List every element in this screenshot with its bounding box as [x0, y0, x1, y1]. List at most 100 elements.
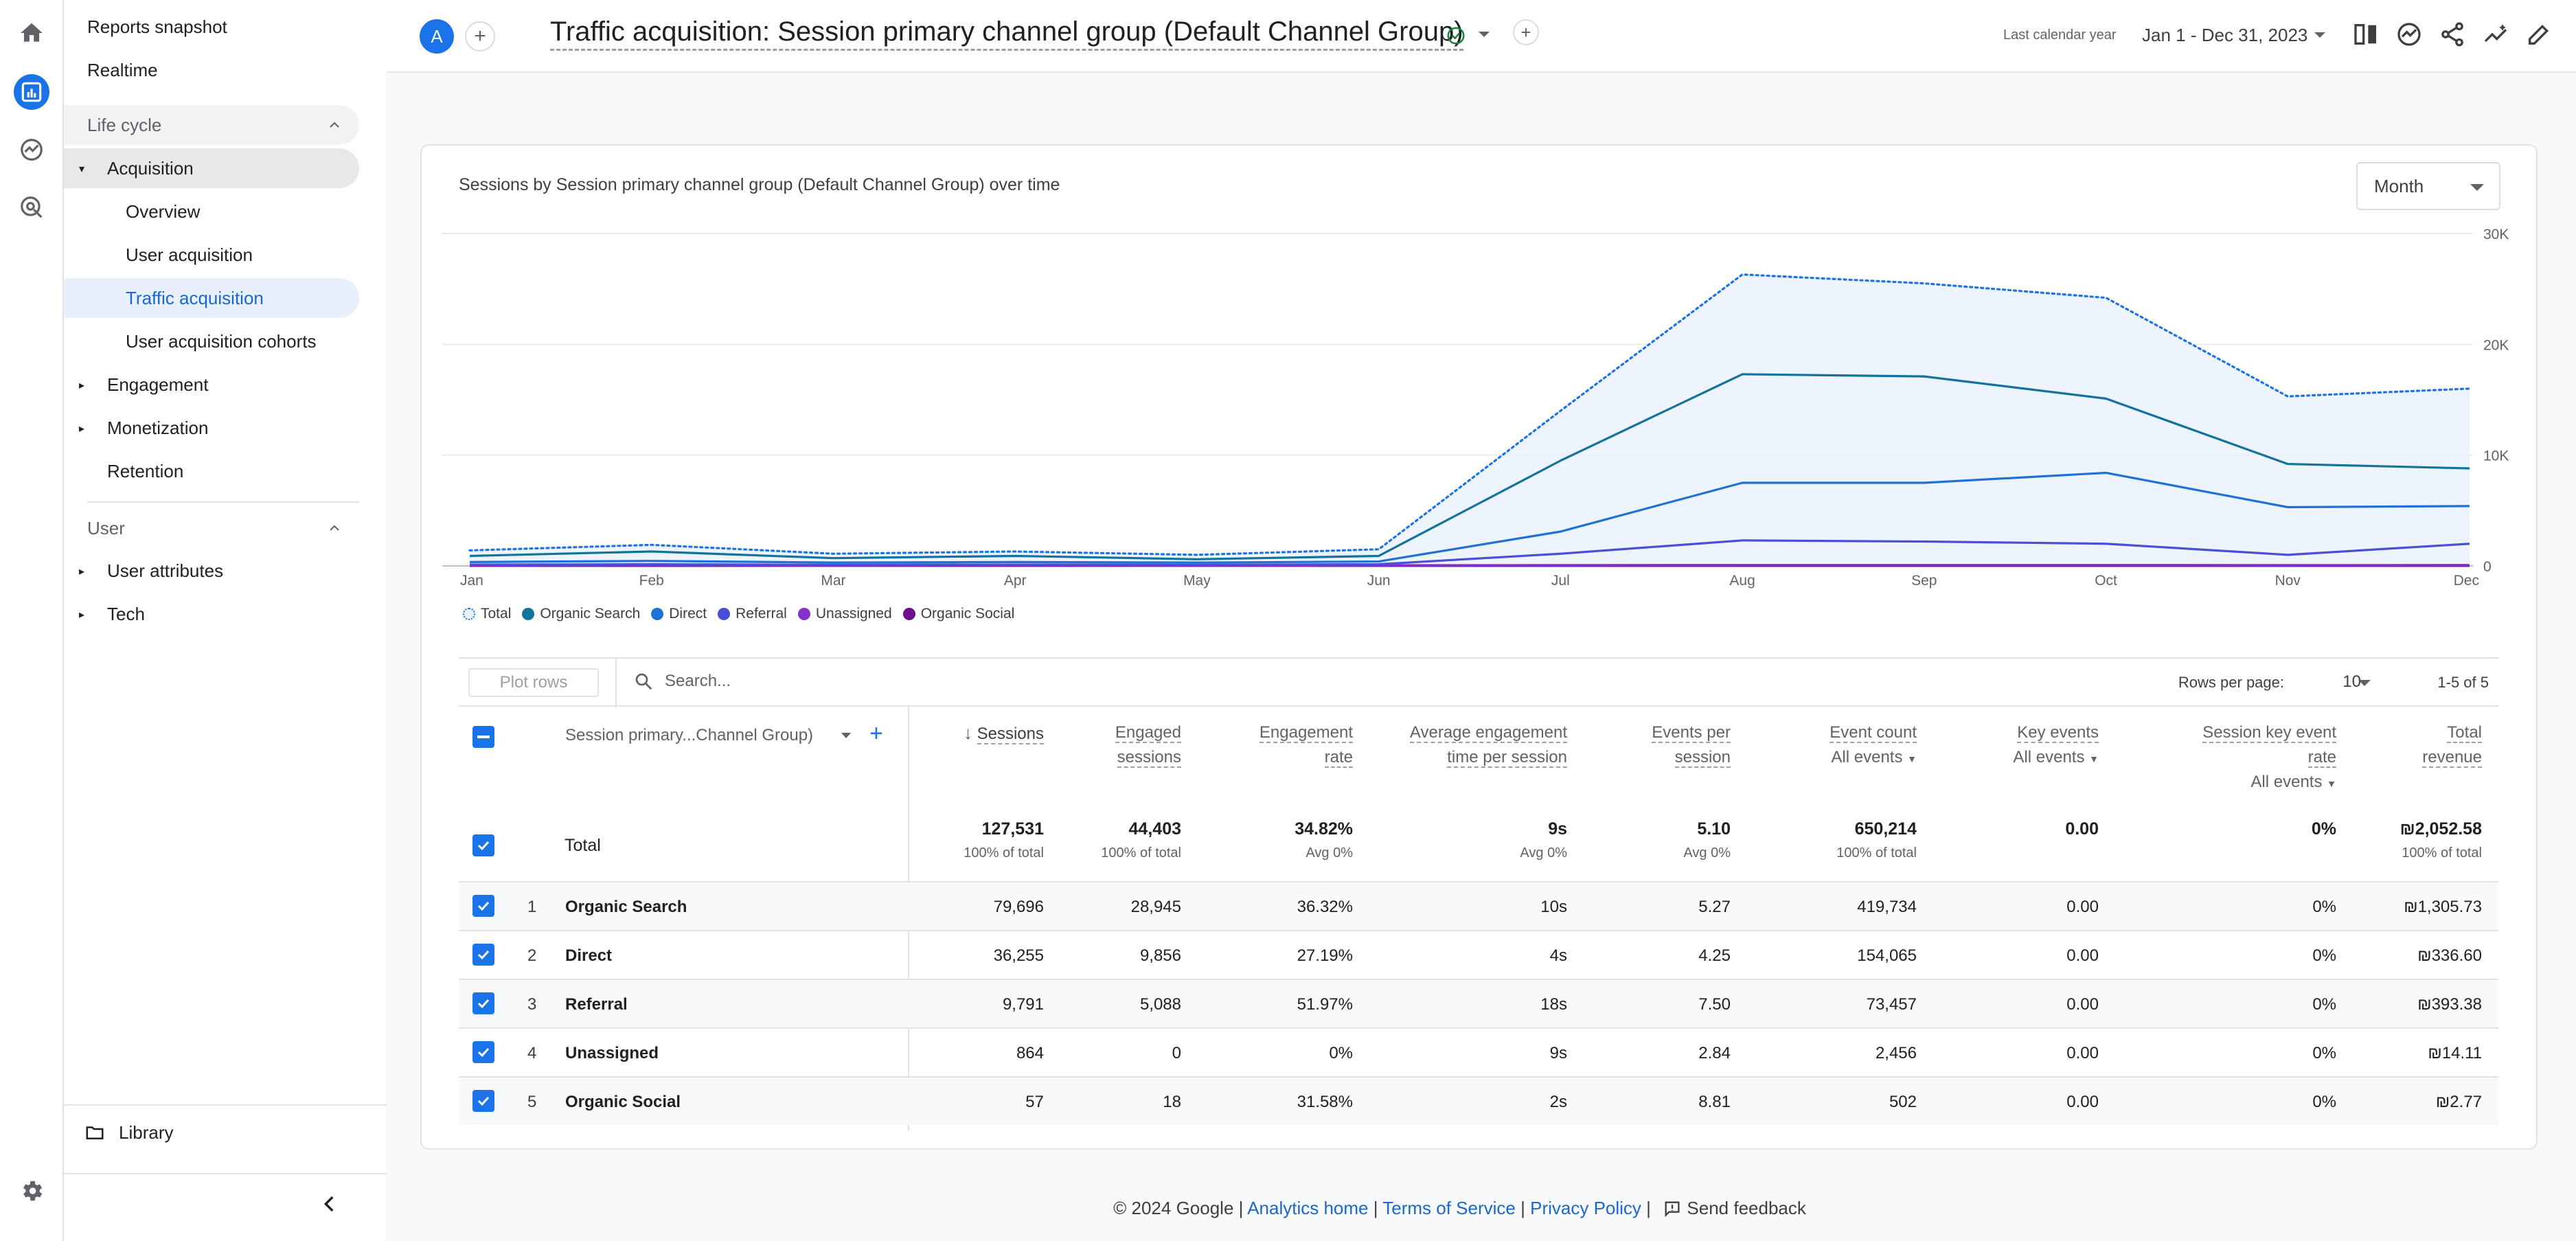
row-checkbox[interactable] — [472, 1090, 494, 1112]
collapse-sidebar-icon[interactable] — [318, 1192, 341, 1216]
cell-key-events: 0.00 — [2066, 995, 2099, 1014]
legend-item[interactable]: Organic Social — [902, 606, 1014, 622]
sidebar-item-tech[interactable]: ▸ Tech — [64, 594, 145, 634]
check-icon — [477, 1047, 490, 1058]
row-checkbox[interactable] — [472, 895, 494, 917]
sidebar-item-user-acquisition[interactable]: User acquisition — [126, 244, 253, 265]
section-user[interactable]: User — [64, 508, 359, 548]
search-input[interactable]: Search... — [665, 672, 731, 690]
explore-icon[interactable] — [14, 132, 49, 168]
dimension-header[interactable]: Session primary...Channel Group) — [565, 726, 814, 744]
legend-item[interactable]: Referral — [718, 606, 787, 622]
col-engaged-sessions[interactable]: Engaged sessions — [1115, 720, 1181, 770]
indeterminate-icon — [477, 736, 490, 738]
caret-down-icon[interactable] — [841, 733, 851, 738]
trend-sparkle-icon[interactable] — [2482, 21, 2509, 48]
granularity-select[interactable]: Month — [2356, 162, 2500, 210]
reports-icon[interactable] — [14, 74, 49, 110]
col-engagement-rate[interactable]: Engagement rate — [1259, 720, 1353, 770]
col-total-revenue[interactable]: Total revenue — [2422, 720, 2482, 770]
event-filter-select[interactable]: All events — [1831, 748, 1903, 766]
sidebar-item-reports-snapshot[interactable]: Reports snapshot — [87, 16, 227, 37]
add-card-button[interactable]: + — [1513, 19, 1539, 45]
date-range-label: Last calendar year — [2003, 27, 2117, 43]
add-dimension-button[interactable]: + — [869, 720, 883, 747]
sidebar-item-engagement[interactable]: ▸ Engagement — [64, 365, 208, 405]
avatar[interactable]: A — [420, 19, 454, 54]
sidebar-item-user-acquisition-cohorts[interactable]: User acquisition cohorts — [126, 330, 317, 352]
total-sub: Avg 0% — [1683, 845, 1731, 861]
event-filter-select[interactable]: All events — [2250, 773, 2323, 791]
footer-link-analytics-home[interactable]: Analytics home — [1247, 1198, 1369, 1218]
insights-icon[interactable] — [2395, 21, 2423, 48]
table-row[interactable]: 2 Direct 36,255 9,856 27.19% 4s 4.25 154,065 0.0… — [459, 930, 2498, 979]
cell-key-events: 0.00 — [2066, 898, 2099, 916]
table-search[interactable]: Search... — [633, 671, 731, 692]
section-lifecycle[interactable]: Life cycle — [64, 105, 359, 145]
sidebar-item-traffic-acquisition[interactable]: Traffic acquisition — [64, 278, 359, 318]
total-sub: 100% of total — [1836, 845, 1917, 861]
col-key-events[interactable]: Key events All events ▼ — [2013, 720, 2099, 771]
table-row[interactable]: 1 Organic Search 79,696 28,945 36.32% 10s 5.27… — [459, 881, 2498, 930]
col-label: rate — [1324, 748, 1353, 768]
x-tick-label: Dec — [2454, 573, 2479, 589]
row-checkbox[interactable] — [472, 1041, 494, 1063]
footer-link-privacy[interactable]: Privacy Policy — [1530, 1198, 1641, 1218]
row-checkbox[interactable] — [472, 944, 494, 966]
channel-name[interactable]: Organic Search — [565, 898, 687, 916]
channel-name[interactable]: Unassigned — [565, 1044, 659, 1062]
compare-icon[interactable] — [2352, 21, 2380, 48]
col-label: Session key event — [2202, 723, 2336, 743]
series-line-organic-search — [469, 373, 2470, 560]
channel-name[interactable]: Direct — [565, 946, 613, 965]
plot-rows-button[interactable]: Plot rows — [468, 668, 599, 697]
sidebar-item-user-attributes[interactable]: ▸ User attributes — [64, 551, 223, 591]
channel-name[interactable]: Organic Social — [565, 1093, 681, 1111]
sidebar-item-monetization[interactable]: ▸ Monetization — [64, 408, 208, 448]
nav-rail — [0, 0, 64, 1241]
col-avg-engagement-time[interactable]: Average engagement time per session — [1409, 720, 1567, 770]
y-tick-label: 20K — [2483, 337, 2509, 353]
table-row[interactable]: 4 Unassigned 864 0 0% 9s 2.84 2,456 0.00 0% ₪14.11 — [459, 1027, 2498, 1076]
legend-item[interactable]: Direct — [651, 606, 707, 622]
cell-events-per: 5.27 — [1698, 898, 1731, 916]
event-filter-select[interactable]: All events — [2013, 748, 2085, 766]
footer-link-terms[interactable]: Terms of Service — [1382, 1198, 1516, 1218]
add-comparison-button[interactable]: + — [465, 21, 495, 52]
section-user-label: User — [87, 517, 125, 538]
series-line-total — [468, 273, 2471, 556]
select-all-checkbox[interactable] — [472, 726, 494, 748]
col-event-count[interactable]: Event count All events ▼ — [1830, 720, 1917, 771]
advertising-icon[interactable] — [14, 190, 49, 225]
caret-down-icon[interactable] — [1479, 32, 1490, 37]
legend-item[interactable]: Organic Search — [522, 606, 640, 622]
date-range-picker[interactable]: Jan 1 - Dec 31, 2023 — [2142, 25, 2308, 45]
caret-down-icon[interactable] — [2314, 32, 2325, 38]
settings-icon[interactable] — [14, 1173, 49, 1209]
col-events-per-session[interactable]: Events per session — [1652, 720, 1731, 770]
send-feedback-button[interactable]: Send feedback — [1663, 1198, 1806, 1218]
legend-item[interactable]: Total — [463, 606, 511, 622]
home-icon[interactable] — [14, 15, 49, 51]
rows-per-page-select[interactable]: 10 — [2343, 672, 2361, 691]
line-chart[interactable]: 30K 20K 10K 0 Jan Feb Mar Apr May Jun Jul Aug Sep Oct… — [422, 146, 2539, 599]
col-sessions[interactable]: ↓ Sessions — [964, 720, 1044, 747]
sidebar-item-overview[interactable]: Overview — [126, 201, 201, 222]
edit-icon[interactable] — [2525, 21, 2553, 48]
share-icon[interactable] — [2439, 21, 2466, 48]
sidebar-item-acquisition[interactable]: ▾ Acquisition — [64, 148, 359, 188]
table-row[interactable]: 3 Referral 9,791 5,088 51.97% 18s 7.50 73,457 0.… — [459, 979, 2498, 1027]
total-sub: Avg 0% — [1306, 845, 1353, 861]
sidebar-item-library[interactable]: Library — [84, 1113, 173, 1152]
page-title[interactable]: Traffic acquisition: Session primary cha… — [550, 16, 1463, 51]
col-session-key-event-rate[interactable]: Session key event rate All events ▼ — [2202, 720, 2336, 796]
legend-item[interactable]: Unassigned — [797, 606, 892, 622]
caret-down-icon[interactable] — [2358, 680, 2371, 686]
total-checkbox[interactable] — [472, 834, 494, 856]
table-row[interactable]: 5 Organic Social 57 18 31.58% 2s 8.81 502 0.00 0%… — [459, 1076, 2498, 1125]
channel-name[interactable]: Referral — [565, 995, 628, 1014]
divider — [64, 1104, 387, 1106]
sidebar-item-realtime[interactable]: Realtime — [87, 59, 158, 80]
row-checkbox[interactable] — [472, 992, 494, 1014]
sidebar-item-retention[interactable]: Retention — [107, 460, 184, 481]
